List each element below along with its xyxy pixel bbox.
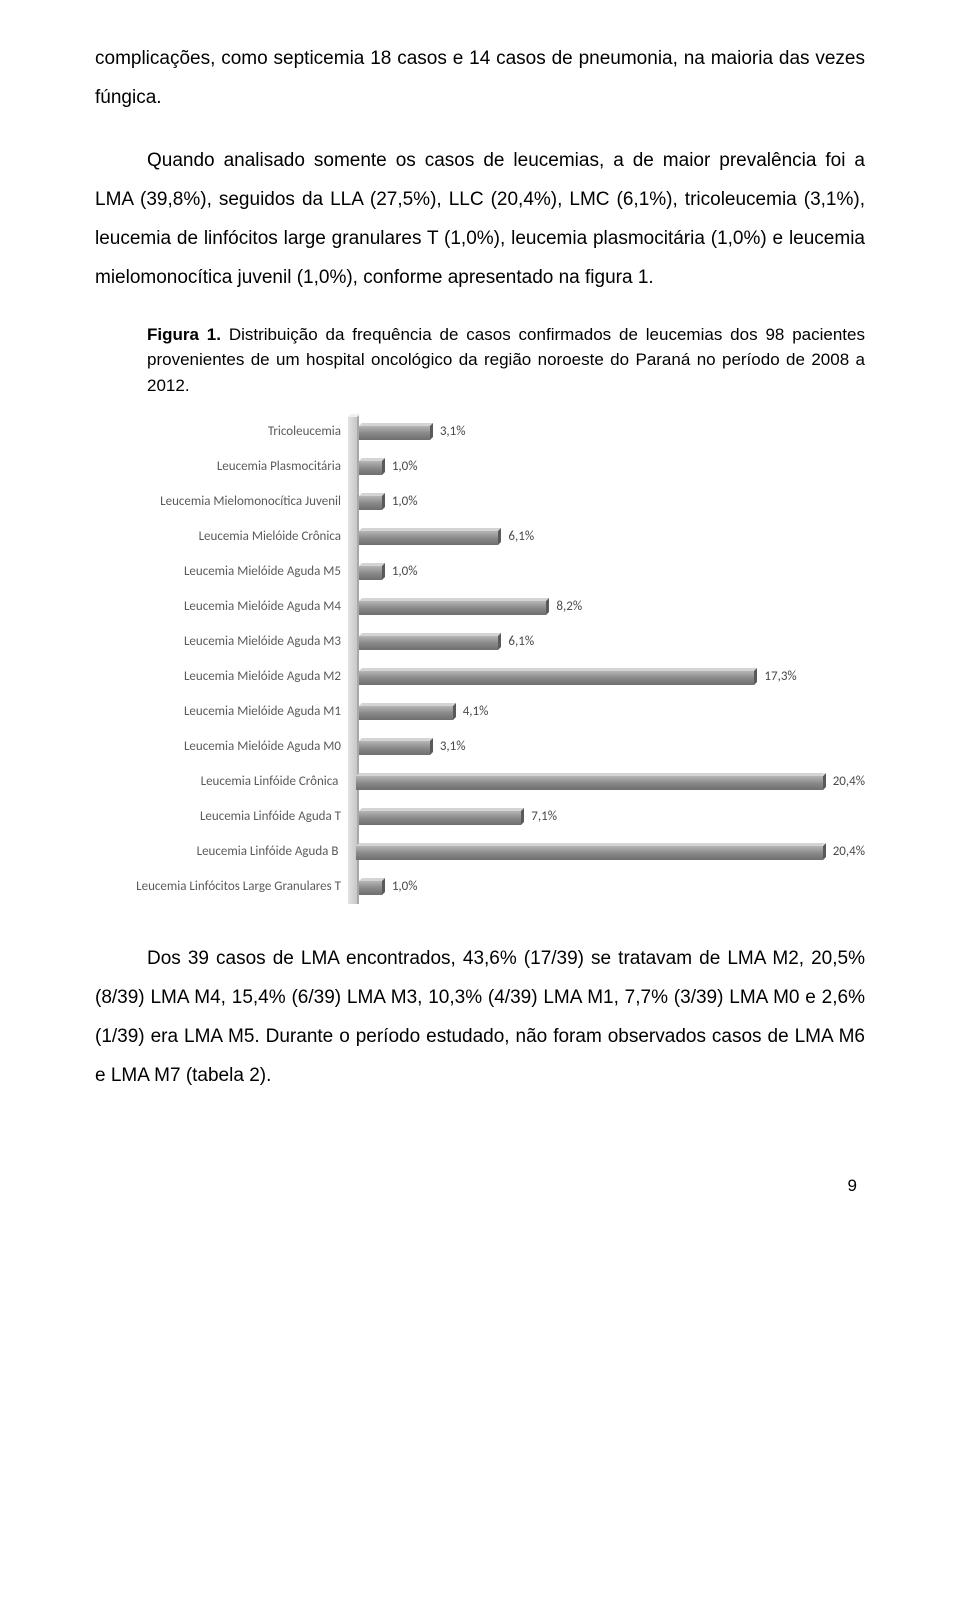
chart-row: Leucemia Linfóide Aguda B 20,4% [95, 834, 865, 869]
chart-category-label: Leucemia Mielóide Aguda M1 [95, 704, 345, 719]
chart-bar [359, 668, 754, 685]
chart-bar [359, 808, 521, 825]
chart-value-label: 1,0% [392, 494, 418, 509]
chart-row: Leucemia Mielomonocítica Juvenil 1,0% [95, 484, 865, 519]
chart-row: Leucemia Plasmocitária 1,0% [95, 449, 865, 484]
chart-value-label: 6,1% [508, 529, 534, 544]
figure-caption: Figura 1. Distribuição da frequência de … [147, 322, 865, 399]
chart-bar [359, 633, 498, 650]
chart-row: Leucemia Mielóide Crônica 6,1% [95, 519, 865, 554]
chart-category-label: Leucemia Linfóide Aguda B [95, 844, 342, 859]
chart-category-label: Leucemia Mielóide Aguda M3 [95, 634, 345, 649]
chart-bar [359, 703, 453, 720]
chart-row: Tricoleucemia 3,1% [95, 414, 865, 449]
chart-bar [359, 738, 430, 755]
chart-value-label: 20,4% [833, 774, 865, 789]
chart-bar [359, 598, 546, 615]
chart-row: Leucemia Linfóide Aguda T 7,1% [95, 799, 865, 834]
chart-value-label: 1,0% [392, 879, 418, 894]
chart-value-label: 7,1% [531, 809, 557, 824]
chart-bar [359, 563, 382, 580]
chart-value-label: 4,1% [463, 704, 489, 719]
chart-category-label: Tricoleucemia [95, 424, 345, 439]
chart-bar [359, 878, 382, 895]
chart-value-label: 3,1% [440, 424, 466, 439]
figure-caption-text: Distribuição da frequência de casos conf… [147, 325, 865, 395]
chart-row: Leucemia Mielóide Aguda M2 17,3% [95, 659, 865, 694]
chart-category-label: Leucemia Linfóide Crônica [95, 774, 342, 789]
chart-row: Leucemia Linfóide Crônica 20,4% [95, 764, 865, 799]
paragraph-3: Dos 39 casos de LMA encontrados, 43,6% (… [95, 940, 865, 1096]
chart-bar [356, 773, 822, 790]
chart-category-label: Leucemia Linfóide Aguda T [95, 809, 345, 824]
chart-row: Leucemia Mielóide Aguda M5 1,0% [95, 554, 865, 589]
chart-value-label: 3,1% [440, 739, 466, 754]
chart-category-label: Leucemia Mielóide Aguda M5 [95, 564, 345, 579]
leukemia-bar-chart: Tricoleucemia 3,1% Leucemia Plasmocitária 1… [95, 414, 865, 904]
chart-category-label: Leucemia Mielóide Aguda M2 [95, 669, 345, 684]
chart-category-label: Leucemia Plasmocitária [95, 459, 345, 474]
paragraph-2: Quando analisado somente os casos de leu… [95, 142, 865, 298]
chart-row: Leucemia Mielóide Aguda M1 4,1% [95, 694, 865, 729]
chart-value-label: 17,3% [764, 669, 796, 684]
chart-value-label: 20,4% [833, 844, 865, 859]
chart-row: Leucemia Mielóide Aguda M3 6,1% [95, 624, 865, 659]
chart-bar [359, 528, 498, 545]
chart-value-label: 1,0% [392, 459, 418, 474]
chart-value-label: 1,0% [392, 564, 418, 579]
chart-bar [356, 843, 822, 860]
chart-row: Leucemia Mielóide Aguda M4 8,2% [95, 589, 865, 624]
chart-category-label: Leucemia Mielóide Aguda M0 [95, 739, 345, 754]
chart-value-label: 8,2% [556, 599, 582, 614]
chart-category-label: Leucemia Mielomonocítica Juvenil [95, 494, 345, 509]
chart-row: Leucemia Mielóide Aguda M0 3,1% [95, 729, 865, 764]
chart-bar [359, 423, 430, 440]
chart-category-label: Leucemia Mielóide Aguda M4 [95, 599, 345, 614]
paragraph-1: complicações, como septicemia 18 casos e… [95, 40, 865, 118]
chart-bar [359, 458, 382, 475]
chart-row: Leucemia Linfócitos Large Granulares T 1,… [95, 869, 865, 904]
chart-bar [359, 493, 382, 510]
chart-value-label: 6,1% [508, 634, 534, 649]
chart-category-label: Leucemia Mielóide Crônica [95, 529, 345, 544]
figure-label: Figura 1. [147, 325, 221, 344]
page-number: 9 [95, 1176, 865, 1196]
chart-category-label: Leucemia Linfócitos Large Granulares T [95, 879, 345, 894]
